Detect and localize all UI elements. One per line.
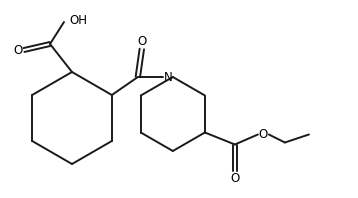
Text: O: O bbox=[258, 128, 267, 141]
Text: O: O bbox=[230, 172, 240, 185]
Text: O: O bbox=[137, 34, 146, 48]
Text: OH: OH bbox=[69, 13, 87, 27]
Text: O: O bbox=[13, 44, 23, 56]
Text: N: N bbox=[164, 70, 172, 84]
